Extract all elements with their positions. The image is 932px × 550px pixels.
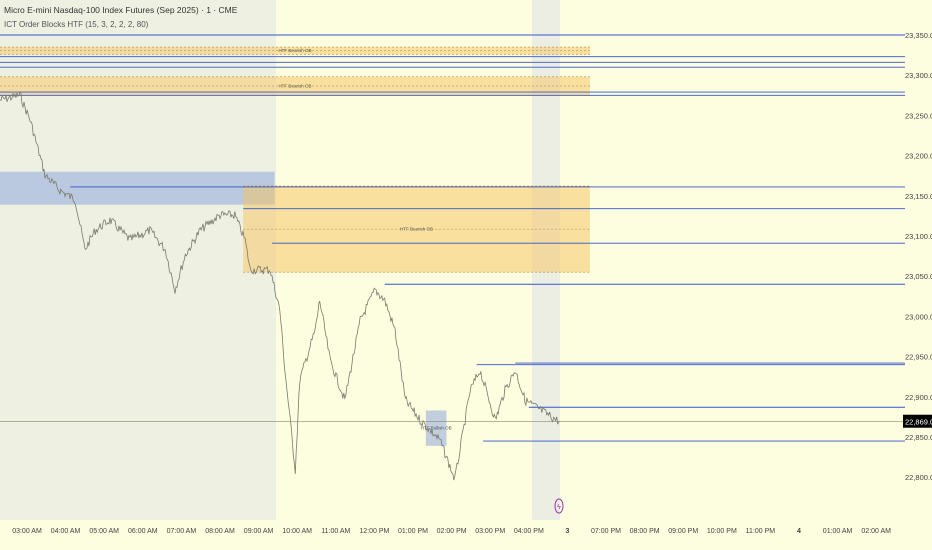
zone-label: HTF Bearish OB xyxy=(278,48,311,53)
y-tick-label: 23,350.00 xyxy=(905,31,932,40)
x-tick-label: 09:00 AM xyxy=(244,528,274,535)
x-tick-label: 01:00 AM xyxy=(823,528,853,535)
x-tick-label: 4 xyxy=(797,528,801,535)
y-tick-label: 22,900.00 xyxy=(905,393,932,402)
x-tick-label: 03:00 AM xyxy=(12,528,42,535)
x-tick-label: 05:00 AM xyxy=(89,528,119,535)
y-tick-label: 23,050.00 xyxy=(905,272,932,281)
y-tick-label: 22,950.00 xyxy=(905,353,932,362)
x-tick-label: 12:00 PM xyxy=(359,528,389,535)
price-series-line xyxy=(0,91,560,481)
x-tick-label: 07:00 PM xyxy=(591,528,621,535)
event-marker-icon xyxy=(554,498,564,514)
zone-label: HTF Bearish OB xyxy=(278,84,311,89)
x-tick-label: 07:00 AM xyxy=(167,528,197,535)
x-tick-label: 10:00 PM xyxy=(707,528,737,535)
zone-label: HTF Bullish OB xyxy=(421,426,452,431)
indicator-title[interactable]: ICT Order Blocks HTF (15, 3, 2, 2, 2, 80… xyxy=(4,20,149,29)
zone-label: HTF Bearish OB xyxy=(400,227,433,232)
y-tick-label: 23,100.00 xyxy=(905,232,932,241)
x-tick-label: 09:00 PM xyxy=(668,528,698,535)
y-tick-label: 23,150.00 xyxy=(905,192,932,201)
y-tick-label: 22,800.00 xyxy=(905,473,932,482)
y-tick-label: 23,250.00 xyxy=(905,111,932,120)
order-block-zone xyxy=(425,410,447,446)
x-tick-label: 01:00 PM xyxy=(398,528,428,535)
y-tick-label: 23,200.00 xyxy=(905,152,932,161)
symbol-title[interactable]: Micro E-mini Nasdaq-100 Index Futures (S… xyxy=(4,5,238,15)
x-tick-label: 3 xyxy=(565,528,569,535)
y-tick-label: 22,850.00 xyxy=(905,433,932,442)
x-tick-label: 03:00 PM xyxy=(475,528,505,535)
x-tick-label: 10:00 AM xyxy=(282,528,312,535)
x-tick-label: 04:00 AM xyxy=(51,528,81,535)
lightning-icon: ϟ xyxy=(557,504,561,511)
order-block-zone xyxy=(0,171,275,205)
x-tick-label: 02:00 PM xyxy=(437,528,467,535)
x-tick-label: 06:00 AM xyxy=(128,528,158,535)
last-price-label: 22,869.00 xyxy=(905,418,932,427)
order-block-zone xyxy=(0,76,590,96)
x-tick-label: 11:00 AM xyxy=(321,528,350,535)
x-tick-label: 02:00 AM xyxy=(861,528,891,535)
x-tick-label: 08:00 AM xyxy=(205,528,235,535)
x-tick-label: 08:00 PM xyxy=(630,528,660,535)
last-price-badge xyxy=(903,414,932,428)
y-tick-label: 23,300.00 xyxy=(905,71,932,80)
x-tick-label: 04:00 PM xyxy=(514,528,544,535)
order-block-zone xyxy=(0,47,590,55)
x-tick-label: 11:00 PM xyxy=(746,528,776,535)
y-tick-label: 23,000.00 xyxy=(905,312,932,321)
